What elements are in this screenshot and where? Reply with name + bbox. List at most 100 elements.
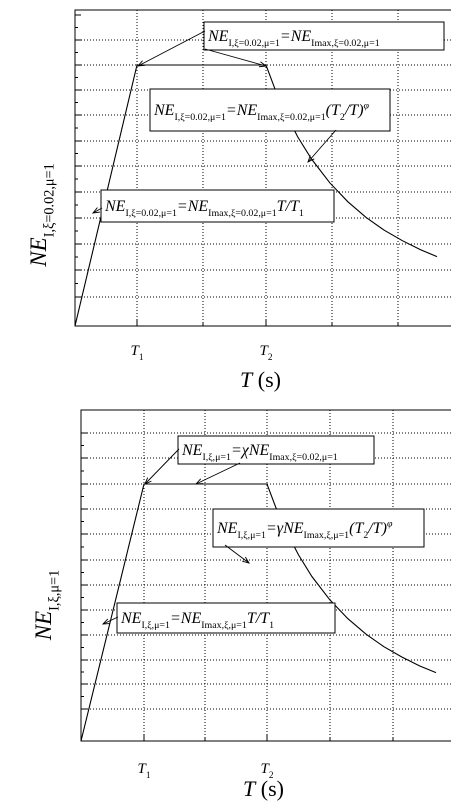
x-tick-label: T2 — [261, 761, 274, 781]
arrow-shaft — [307, 129, 337, 163]
main-text: /T) — [344, 102, 364, 119]
arrow-head — [258, 61, 268, 68]
main-text: T — [260, 343, 270, 359]
arrow-head — [307, 155, 315, 163]
annotation-arrow — [136, 30, 206, 67]
subscript-text: 2 — [363, 530, 368, 541]
annotation-formula: NEI,ξ,μ=1=γNEImax,ξ,μ=1(T2/T)φ — [216, 518, 393, 541]
main-text: NE — [104, 198, 126, 215]
x-tick-label: T1 — [131, 343, 144, 363]
main-text: T — [138, 761, 148, 777]
plot-frame — [74, 9, 451, 327]
subscript-text: Imax,ξ,μ=1 — [304, 530, 350, 541]
annotation-formula: NEI,ξ,μ=1=χNEImax,ξ=0.02,μ=1 — [181, 442, 338, 463]
series-line — [74, 64, 438, 327]
main-text: T — [131, 343, 141, 359]
subscript-text: 2 — [340, 112, 345, 123]
arrow-shaft — [144, 448, 180, 485]
subscript-text: Imax,ξ=0.02,μ=1 — [257, 112, 326, 123]
plot-frame — [80, 409, 451, 742]
superscript-text: φ — [387, 518, 393, 529]
subscript-text: Imax,ξ,μ=1 — [201, 620, 247, 631]
arrow-shaft — [195, 462, 241, 485]
subscript-text: Imax,ξ=0.02,μ=1 — [269, 452, 338, 463]
annotation-1: NEI,ξ=0.02,μ=1=NEImax,ξ=0.02,μ=1 — [203, 21, 445, 51]
annotation-formula: NEI,ξ,μ=1=NEImax,ξ,μ=1T/T1 — [120, 610, 274, 631]
subscript-text: 1 — [139, 353, 144, 363]
subscript-text: 1 — [299, 208, 304, 219]
y-axis-label-text: NEI,ξ,μ=1 — [31, 570, 62, 641]
annotation-box — [100, 189, 335, 223]
subscript-text: I,ξ=0.02,μ=1 — [125, 208, 176, 219]
annotation-formula: NEI,ξ=0.02,μ=1=NEImax,ξ=0.02,μ=1(T2/T)φ — [153, 100, 370, 123]
subscript-text: I,ξ,μ=1 — [237, 530, 266, 541]
main-text: =NE — [177, 198, 208, 215]
main-text: T/T — [247, 610, 270, 627]
chart-panel-2: T1 T2T (s)NEI,ξ,μ=1NEI,ξ,μ=1=χNEImax,ξ=0.… — [31, 409, 451, 801]
subscript-text: 1 — [146, 771, 151, 781]
subscript-text: 2 — [268, 353, 273, 363]
y-axis-label-text: NEI,ξ=0.02,μ=1 — [26, 163, 57, 267]
annotation-arrow — [144, 448, 180, 485]
annotation-box — [203, 21, 445, 51]
main-text: (T — [349, 520, 364, 537]
y-axis-label: NEI,ξ,μ=1 — [31, 570, 62, 641]
arrow-shaft — [92, 207, 103, 214]
main-text: =NE — [280, 28, 311, 45]
annotation-arrow — [204, 48, 268, 68]
main-text: =γNE — [266, 520, 304, 537]
annotation-arrow — [91, 207, 103, 214]
series-line — [80, 483, 437, 742]
x-tick-label: T2 — [260, 343, 273, 363]
annotation-1: NEI,ξ,μ=1=χNEImax,ξ=0.02,μ=1 — [177, 435, 375, 465]
main-text: =χNE — [231, 442, 270, 459]
annotation-2: NEI,ξ=0.02,μ=1=NEImax,ξ=0.02,μ=1(T2/T)φ — [149, 88, 391, 132]
annotation-formula: NEI,ξ=0.02,μ=1=NEImax,ξ=0.02,μ=1T/T1 — [104, 198, 304, 219]
arrow-shaft — [204, 48, 267, 67]
subscript-text: Imax,ξ=0.02,μ=1 — [208, 208, 277, 219]
main-text: /T) — [367, 520, 387, 537]
subscript-text: I,ξ=0.02,μ=1 — [228, 38, 279, 49]
annotation-2: NEI,ξ,μ=1=γNEImax,ξ,μ=1(T2/T)φ — [212, 508, 425, 548]
y-axis-label: NEI,ξ=0.02,μ=1 — [26, 163, 57, 267]
main-text: NE — [216, 520, 238, 537]
x-axis-variable: T — [240, 367, 254, 392]
subscript-text: I,ξ,μ=1 — [202, 452, 231, 463]
arrow-head — [194, 478, 204, 485]
annotation-arrow — [307, 129, 337, 163]
main-text: NE — [120, 610, 142, 627]
annotation-arrow — [101, 616, 119, 625]
subscript-text: Imax,ξ=0.02,μ=1 — [311, 38, 380, 49]
subscript-text: 2 — [269, 771, 274, 781]
arrow-head — [144, 477, 152, 485]
annotation-3: NEI,ξ,μ=1=NEImax,ξ,μ=1T/T1 — [116, 602, 336, 634]
subscript-text: I,ξ=0.02,μ=1 — [41, 163, 57, 237]
annotation-arrow — [194, 462, 241, 485]
x-axis-label: T (s) — [243, 776, 284, 801]
x-tick-label: T1 — [138, 761, 151, 781]
arrow-head — [101, 618, 111, 625]
superscript-text: φ — [364, 100, 370, 111]
main-text: (T — [326, 102, 341, 119]
main-text: T — [261, 761, 271, 777]
main-text: NE — [181, 442, 203, 459]
subscript-text: 1 — [269, 620, 274, 631]
arrow-head — [242, 556, 250, 564]
x-axis-unit: (s) — [252, 367, 281, 392]
arrow-shaft — [224, 544, 250, 564]
annotation-box — [116, 602, 336, 634]
x-axis-variable: T — [243, 776, 257, 801]
annotation-formula: NEI,ξ=0.02,μ=1=NEImax,ξ=0.02,μ=1 — [207, 28, 380, 49]
main-text: =NE — [226, 102, 257, 119]
main-text: NE — [207, 28, 229, 45]
annotation-box — [177, 435, 375, 465]
annotation-box — [149, 88, 391, 132]
arrow-shaft — [137, 30, 206, 67]
annotation-box — [212, 508, 425, 548]
main-text: NE — [31, 611, 56, 641]
main-text: NE — [26, 237, 51, 267]
main-text: T/T — [277, 198, 300, 215]
arrow-head — [91, 207, 101, 214]
subscript-text: I,ξ,μ=1 — [46, 570, 62, 611]
